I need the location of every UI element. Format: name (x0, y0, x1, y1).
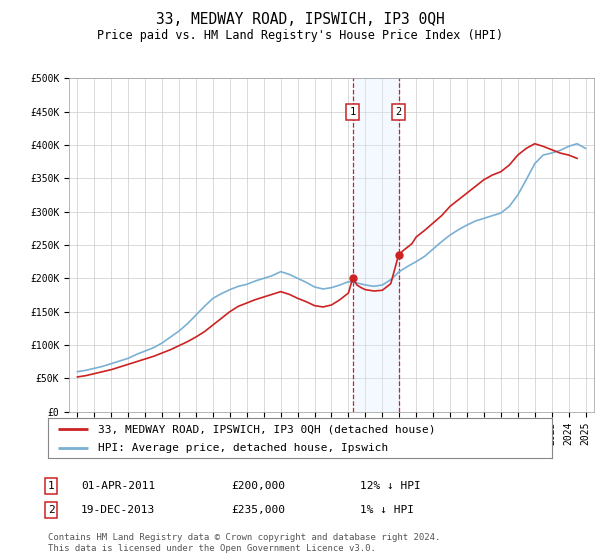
Text: 2: 2 (47, 505, 55, 515)
Text: Price paid vs. HM Land Registry's House Price Index (HPI): Price paid vs. HM Land Registry's House … (97, 29, 503, 42)
Text: 33, MEDWAY ROAD, IPSWICH, IP3 0QH: 33, MEDWAY ROAD, IPSWICH, IP3 0QH (155, 12, 445, 27)
Text: 1% ↓ HPI: 1% ↓ HPI (360, 505, 414, 515)
Text: HPI: Average price, detached house, Ipswich: HPI: Average price, detached house, Ipsw… (98, 442, 389, 452)
Text: 12% ↓ HPI: 12% ↓ HPI (360, 481, 421, 491)
Text: 1: 1 (47, 481, 55, 491)
Text: 2: 2 (395, 107, 401, 116)
Text: £200,000: £200,000 (231, 481, 285, 491)
Text: 01-APR-2011: 01-APR-2011 (81, 481, 155, 491)
Text: 19-DEC-2013: 19-DEC-2013 (81, 505, 155, 515)
Text: Contains HM Land Registry data © Crown copyright and database right 2024.
This d: Contains HM Land Registry data © Crown c… (48, 533, 440, 553)
Bar (353, 78, 398, 412)
Text: 1: 1 (350, 107, 356, 116)
Text: 33, MEDWAY ROAD, IPSWICH, IP3 0QH (detached house): 33, MEDWAY ROAD, IPSWICH, IP3 0QH (detac… (98, 424, 436, 434)
Text: £235,000: £235,000 (231, 505, 285, 515)
